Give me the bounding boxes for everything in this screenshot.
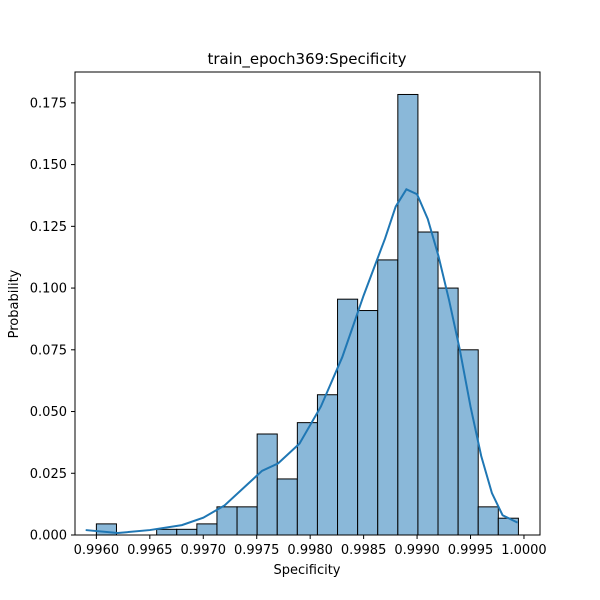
y-tick-label: 0.025: [30, 467, 67, 482]
y-tick-label: 0.000: [30, 529, 67, 544]
y-tick-label: 0.050: [30, 405, 67, 420]
bar: [236, 506, 258, 536]
bar: [477, 506, 499, 536]
bar: [176, 528, 198, 536]
x-tick-label: 0.9990: [394, 543, 440, 558]
plot-frame: [74, 71, 541, 536]
bar: [256, 433, 278, 536]
x-tick-label: 0.9970: [181, 543, 227, 558]
bar: [397, 93, 419, 536]
bar: [417, 231, 439, 536]
chart-title: train_epoch369:Specificity: [207, 50, 406, 69]
x-tick-label: 1.0000: [501, 543, 547, 558]
x-tick-label: 0.9960: [74, 543, 120, 558]
x-tick-label: 0.9965: [127, 543, 173, 558]
bar: [377, 259, 399, 536]
y-axis-label: Probability: [7, 269, 22, 338]
y-tick-label: 0.150: [30, 158, 67, 173]
y-tick-label: 0.125: [30, 220, 67, 235]
bar: [276, 478, 298, 536]
bar: [337, 298, 359, 536]
bar: [216, 506, 238, 536]
x-axis-label: Specificity: [274, 563, 341, 578]
x-tick-label: 0.9995: [448, 543, 494, 558]
bar: [296, 422, 318, 536]
bar: [156, 528, 178, 536]
x-tick-label: 0.9980: [287, 543, 333, 558]
y-tick-label: 0.175: [30, 96, 67, 111]
x-tick-label: 0.9985: [341, 543, 387, 558]
y-tick-label: 0.075: [30, 343, 67, 358]
bar: [196, 523, 218, 536]
bar: [457, 349, 479, 536]
bar: [316, 394, 339, 536]
bar: [357, 310, 379, 536]
kde-line: [85, 188, 518, 535]
x-tick-label: 0.9975: [234, 543, 280, 558]
y-tick-label: 0.100: [30, 282, 67, 297]
